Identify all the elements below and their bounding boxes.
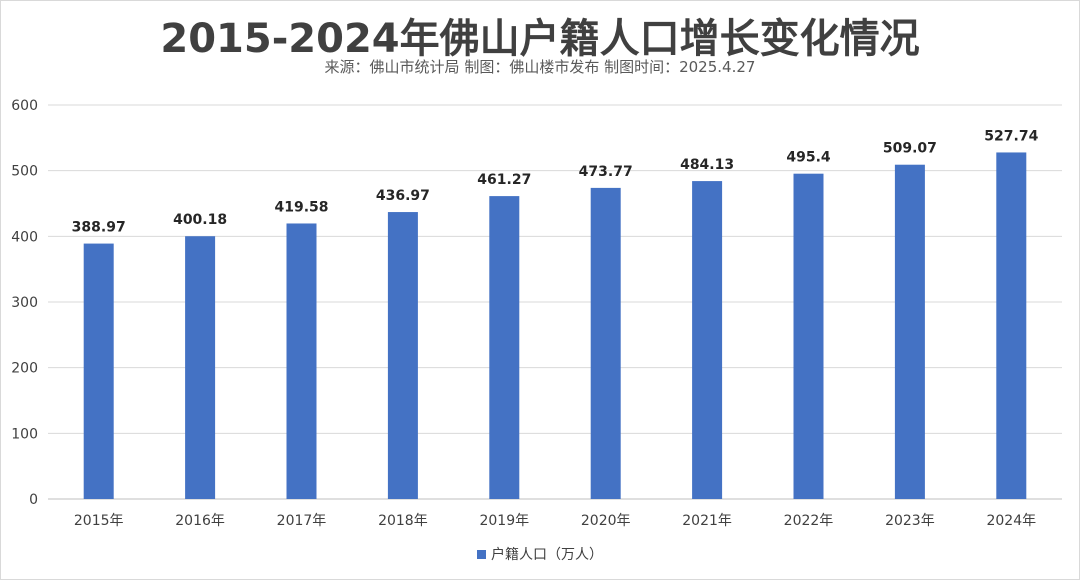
legend-label: 户籍人口（万人） xyxy=(491,547,603,563)
x-tick-label: 2023年 xyxy=(885,513,935,529)
data-label: 527.74 xyxy=(984,128,1038,144)
bar xyxy=(489,196,520,499)
x-tick-label: 2018年 xyxy=(378,513,428,529)
x-tick-label: 2016年 xyxy=(175,513,225,529)
bar xyxy=(185,236,216,499)
data-label: 400.18 xyxy=(173,212,227,228)
bar xyxy=(590,187,621,499)
y-tick-label: 300 xyxy=(11,295,38,311)
x-tick-label: 2017年 xyxy=(277,513,327,529)
bar xyxy=(387,212,418,499)
data-label: 484.13 xyxy=(680,157,734,173)
y-tick-label: 400 xyxy=(11,229,38,245)
data-label: 473.77 xyxy=(579,164,633,180)
data-label: 436.97 xyxy=(376,188,430,204)
bar xyxy=(286,223,317,499)
x-tick-label: 2022年 xyxy=(784,513,834,529)
data-label: 495.4 xyxy=(786,150,831,166)
bar xyxy=(793,173,824,500)
data-label: 419.58 xyxy=(274,199,328,215)
bar xyxy=(894,164,925,499)
x-tick-label: 2019年 xyxy=(479,513,529,529)
chart-title: 2015-2024年佛山户籍人口增长变化情况 xyxy=(160,16,920,62)
y-tick-label: 0 xyxy=(29,492,38,508)
x-tick-label: 2021年 xyxy=(682,513,732,529)
x-tick-label: 2015年 xyxy=(74,513,124,529)
x-tick-label: 2020年 xyxy=(581,513,631,529)
bar xyxy=(996,152,1027,499)
chart-subtitle: 来源：佛山市统计局 制图：佛山楼市发布 制图时间：2025.4.27 xyxy=(324,58,756,76)
legend: 户籍人口（万人） xyxy=(0,544,1080,564)
data-label: 388.97 xyxy=(72,220,126,236)
data-label: 509.07 xyxy=(883,141,937,157)
y-tick-label: 100 xyxy=(11,426,38,442)
y-tick-label: 500 xyxy=(11,164,38,180)
bar xyxy=(83,243,114,499)
legend-swatch xyxy=(477,549,486,559)
bar xyxy=(692,181,723,500)
y-tick-label: 200 xyxy=(11,361,38,377)
y-tick-label: 600 xyxy=(11,98,38,114)
data-label: 461.27 xyxy=(477,172,531,188)
x-tick-label: 2024年 xyxy=(986,513,1036,529)
